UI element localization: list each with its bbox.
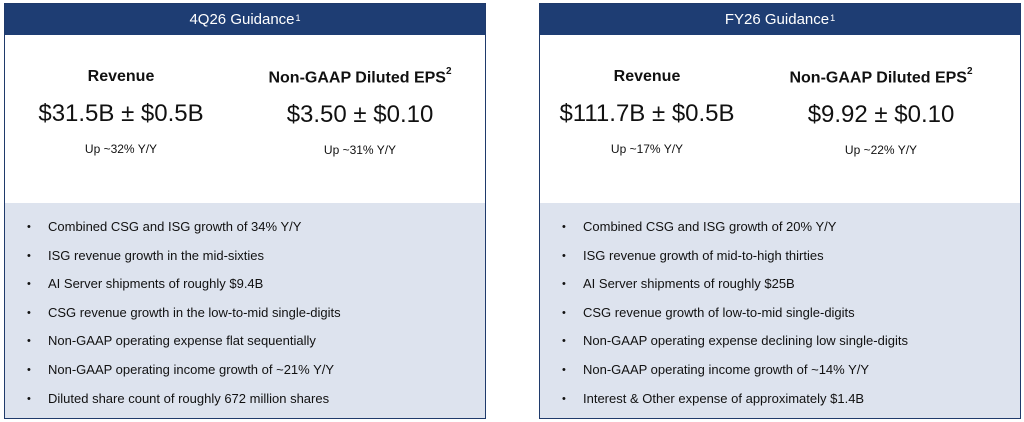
footnote-marker: 2 <box>446 66 452 77</box>
revenue-value: $111.7B ± $0.5B <box>532 100 762 128</box>
list-item: • Non-GAAP operating expense declining lo… <box>562 332 1020 361</box>
list-item: • Combined CSG and ISG growth of 20% Y/Y <box>562 218 1020 247</box>
bullet-icon: • <box>27 247 48 265</box>
bullet-icon: • <box>562 218 583 236</box>
list-item: • Non-GAAP operating expense flat sequent… <box>27 332 485 361</box>
list-item: • Non-GAAP operating income growth of ~21… <box>27 361 485 390</box>
metrics-area: Revenue $111.7B ± $0.5B Up ~17% Y/Y Non-… <box>540 35 1020 203</box>
list-item-text: ISG revenue growth of mid-to-high thirti… <box>583 247 824 265</box>
list-item: • CSG revenue growth in the low-to-mid si… <box>27 304 485 333</box>
bullet-icon: • <box>562 247 583 265</box>
eps-label: Non-GAAP Diluted EPS2 <box>245 68 475 87</box>
list-item: • AI Server shipments of roughly $25B <box>562 275 1020 304</box>
eps-label: Non-GAAP Diluted EPS2 <box>766 68 996 87</box>
list-item-text: Non-GAAP operating expense declining low… <box>583 332 908 350</box>
list-item: • AI Server shipments of roughly $9.4B <box>27 275 485 304</box>
revenue-growth: Up ~17% Y/Y <box>532 142 762 156</box>
bullet-icon: • <box>27 304 48 322</box>
list-item-text: Combined CSG and ISG growth of 20% Y/Y <box>583 218 836 236</box>
eps-metric: Non-GAAP Diluted EPS2 $9.92 ± $0.10 Up ~… <box>766 68 996 157</box>
list-item-text: CSG revenue growth in the low-to-mid sin… <box>48 304 341 322</box>
bullet-icon: • <box>27 361 48 379</box>
bullet-icon: • <box>27 218 48 236</box>
list-item: • CSG revenue growth of low-to-mid single… <box>562 304 1020 333</box>
bullet-icon: • <box>27 390 48 408</box>
eps-value: $9.92 ± $0.10 <box>766 101 996 129</box>
bullet-list: • Combined CSG and ISG growth of 34% Y/Y … <box>5 218 485 418</box>
panel-title: 4Q26 Guidance <box>189 11 294 28</box>
panel-header: 4Q26 Guidance 1 <box>5 4 485 35</box>
bullet-icon: • <box>562 332 583 350</box>
bullet-icon: • <box>27 275 48 293</box>
revenue-label: Revenue <box>6 68 236 86</box>
eps-metric: Non-GAAP Diluted EPS2 $3.50 ± $0.10 Up ~… <box>245 68 475 157</box>
bullet-icon: • <box>562 390 583 408</box>
revenue-metric: Revenue $31.5B ± $0.5B Up ~32% Y/Y <box>6 68 236 156</box>
footnote-marker: 2 <box>967 66 973 77</box>
list-item: • ISG revenue growth in the mid-sixties <box>27 247 485 276</box>
revenue-metric: Revenue $111.7B ± $0.5B Up ~17% Y/Y <box>532 68 762 156</box>
list-item-text: Interest & Other expense of approximatel… <box>583 390 864 408</box>
list-item-text: AI Server shipments of roughly $9.4B <box>48 275 263 293</box>
list-item-text: AI Server shipments of roughly $25B <box>583 275 795 293</box>
bullet-icon: • <box>562 304 583 322</box>
footnote-marker: 1 <box>830 13 835 23</box>
eps-value: $3.50 ± $0.10 <box>245 101 475 129</box>
list-item-text: Non-GAAP operating expense flat sequenti… <box>48 332 316 350</box>
footnote-marker: 1 <box>296 13 301 23</box>
metrics-area: Revenue $31.5B ± $0.5B Up ~32% Y/Y Non-G… <box>5 35 485 203</box>
list-item: • ISG revenue growth of mid-to-high thirt… <box>562 247 1020 276</box>
bullet-list-area: • Combined CSG and ISG growth of 20% Y/Y … <box>540 203 1020 418</box>
bullet-list-area: • Combined CSG and ISG growth of 34% Y/Y … <box>5 203 485 418</box>
revenue-label: Revenue <box>532 68 762 86</box>
list-item: • Non-GAAP operating income growth of ~14… <box>562 361 1020 390</box>
list-item-text: Non-GAAP operating income growth of ~21%… <box>48 361 334 379</box>
list-item: • Combined CSG and ISG growth of 34% Y/Y <box>27 218 485 247</box>
list-item-text: Diluted share count of roughly 672 milli… <box>48 390 329 408</box>
eps-growth: Up ~22% Y/Y <box>766 143 996 157</box>
list-item: • Interest & Other expense of approximate… <box>562 390 1020 419</box>
list-item-text: CSG revenue growth of low-to-mid single-… <box>583 304 855 322</box>
revenue-value: $31.5B ± $0.5B <box>6 100 236 128</box>
revenue-growth: Up ~32% Y/Y <box>6 142 236 156</box>
panel-title: FY26 Guidance <box>725 11 829 28</box>
eps-label-text: Non-GAAP Diluted EPS <box>789 69 967 86</box>
list-item-text: ISG revenue growth in the mid-sixties <box>48 247 264 265</box>
bullet-list: • Combined CSG and ISG growth of 20% Y/Y … <box>540 218 1020 418</box>
list-item-text: Combined CSG and ISG growth of 34% Y/Y <box>48 218 301 236</box>
guidance-panel-fy26: FY26 Guidance 1 Revenue $111.7B ± $0.5B U… <box>539 3 1021 419</box>
bullet-icon: • <box>562 275 583 293</box>
panel-header: FY26 Guidance 1 <box>540 4 1020 35</box>
list-item: • Diluted share count of roughly 672 mill… <box>27 390 485 419</box>
bullet-icon: • <box>27 332 48 350</box>
list-item-text: Non-GAAP operating income growth of ~14%… <box>583 361 869 379</box>
eps-growth: Up ~31% Y/Y <box>245 143 475 157</box>
guidance-panel-4q26: 4Q26 Guidance 1 Revenue $31.5B ± $0.5B Up… <box>4 3 486 419</box>
eps-label-text: Non-GAAP Diluted EPS <box>268 69 446 86</box>
bullet-icon: • <box>562 361 583 379</box>
